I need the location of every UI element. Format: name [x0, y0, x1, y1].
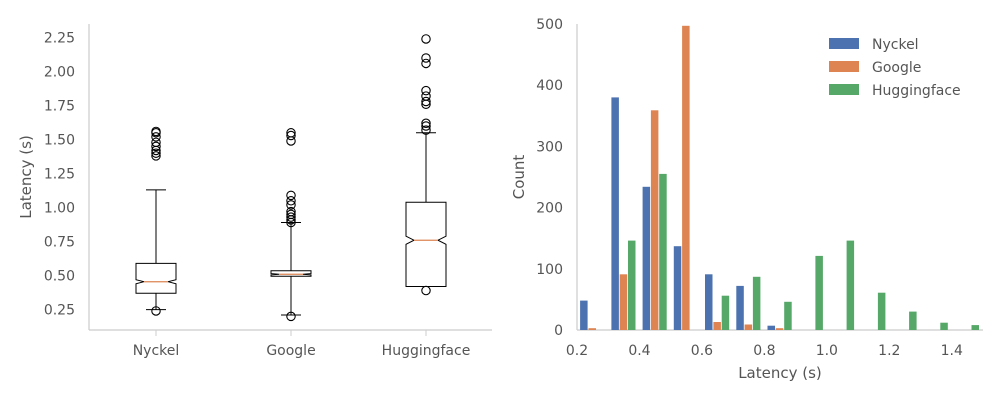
- bar-huggingface: [784, 301, 792, 330]
- outlier-point: [286, 128, 296, 138]
- box-x-tick-label: Nyckel: [133, 343, 180, 359]
- histogram-panel: 0 100 200 300 400 500 0.2 0.4 0.6 0.8 1.0 1.2 1.4 Lat…: [510, 17, 983, 382]
- outlier-point: [421, 125, 431, 135]
- bar-google: [682, 25, 690, 331]
- outlier-point: [286, 200, 296, 210]
- hist-x-axis-label: Latency (s): [738, 364, 822, 382]
- outlier-point: [286, 206, 296, 217]
- hist-x-tick-label: 0.4: [628, 343, 650, 359]
- bar-nyckel: [767, 325, 775, 330]
- outlier-point: [151, 132, 161, 142]
- hist-y-tick-label: 300: [536, 139, 563, 155]
- bar-google: [744, 324, 753, 330]
- outlier-point: [421, 121, 431, 131]
- outlier-point: [151, 151, 161, 161]
- hist-x-tick-label: 1.2: [878, 343, 900, 359]
- outlier-point: [421, 118, 431, 129]
- hist-x-tick-label: 1.4: [941, 343, 963, 359]
- box-y-tick-label: 1.25: [44, 167, 75, 183]
- bar-nyckel: [705, 274, 713, 330]
- hist-y-tick-label: 500: [536, 17, 563, 33]
- bar-huggingface: [815, 255, 823, 330]
- outlier-point: [421, 91, 431, 101]
- outlier-point: [286, 209, 296, 220]
- box-y-axis-label: Latency (s): [17, 135, 35, 219]
- outlier-point: [421, 58, 431, 69]
- outlier-point: [286, 190, 296, 201]
- box-y-tick-label: 2.25: [44, 31, 75, 47]
- bar-huggingface: [909, 311, 917, 330]
- legend-swatch-nyckel: [829, 38, 859, 49]
- hist-y-tick-label: 100: [536, 262, 563, 278]
- bar-nyckel: [642, 186, 651, 330]
- outlier-point: [151, 137, 161, 148]
- hist-y-tick-label: 0: [554, 323, 563, 339]
- hist-y-axis-label: Count: [510, 155, 528, 200]
- bar-huggingface: [846, 240, 855, 330]
- notched-box: [270, 270, 312, 277]
- legend-label-nyckel: Nyckel: [872, 37, 919, 53]
- box-y-tick-label: 0.50: [44, 269, 75, 285]
- hist-x-tick-label: 0.2: [566, 343, 588, 359]
- outlier-point: [421, 285, 431, 296]
- outlier-point: [286, 196, 296, 206]
- bar-nyckel: [673, 246, 682, 330]
- legend-label-google: Google: [872, 60, 921, 76]
- box-x-tick-label: Huggingface: [382, 343, 471, 359]
- outlier-point: [151, 141, 161, 152]
- outlier-point: [151, 148, 161, 158]
- legend-swatch-huggingface: [829, 84, 859, 95]
- bar-google: [588, 328, 596, 330]
- outlier-point: [421, 96, 431, 107]
- bar-nyckel: [736, 285, 744, 330]
- bar-google: [713, 322, 721, 330]
- box-y-tick-label: 1.50: [44, 133, 75, 149]
- bar-huggingface: [971, 325, 979, 330]
- box-y-tick-label: 2.00: [44, 65, 75, 81]
- notched-box: [135, 262, 177, 294]
- bar-huggingface: [721, 295, 730, 330]
- hist-x-tick-label: 1.0: [816, 343, 838, 359]
- box-plot-panel: 0.25 0.50 0.75 1.00 1.25 1.50 1.75 2.00 2.25 Late…: [17, 24, 492, 359]
- outlier-point: [421, 53, 431, 63]
- bar-huggingface: [940, 322, 948, 330]
- legend-label-huggingface: Huggingface: [872, 83, 961, 99]
- bar-google: [650, 110, 659, 330]
- outlier-point: [421, 34, 431, 44]
- bar-google: [619, 274, 628, 330]
- hist-x-tick-label: 0.8: [753, 343, 775, 359]
- legend-swatch-google: [829, 61, 859, 72]
- box-y-tick-label: 1.00: [44, 201, 75, 217]
- outlier-point: [421, 85, 431, 96]
- bar-huggingface: [752, 276, 761, 330]
- bar-huggingface: [628, 240, 636, 330]
- bar-huggingface: [659, 173, 667, 330]
- bar-nyckel: [580, 300, 588, 330]
- notched-box: [405, 201, 447, 287]
- box-y-tick-label: 0.25: [44, 303, 75, 319]
- bar-nyckel: [611, 97, 619, 331]
- outlier-point: [286, 311, 296, 322]
- box-y-tick-label: 1.75: [44, 99, 75, 115]
- box-y-tick-label: 0.75: [44, 235, 75, 251]
- box-x-tick-label: Google: [266, 343, 315, 359]
- bar-google: [775, 328, 784, 330]
- outlier-point: [286, 130, 296, 141]
- bar-huggingface: [877, 292, 886, 330]
- hist-x-tick-label: 0.6: [691, 343, 713, 359]
- hist-y-tick-label: 200: [536, 201, 563, 217]
- hist-y-tick-label: 400: [536, 78, 563, 94]
- outlier-point: [151, 306, 161, 316]
- outlier-point: [151, 126, 161, 137]
- outlier-point: [286, 212, 296, 222]
